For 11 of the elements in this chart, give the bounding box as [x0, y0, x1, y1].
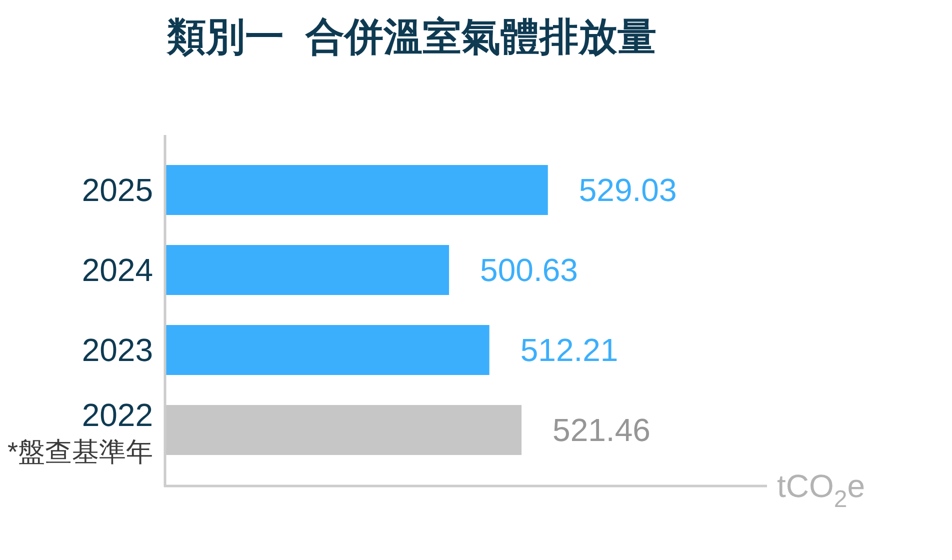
data-label: 500.63 — [480, 252, 578, 288]
data-label: 512.21 — [520, 332, 618, 368]
chart-title: 類別一 合併溫室氣體排放量 — [166, 14, 657, 58]
data-label: 529.03 — [578, 172, 677, 208]
y-tick-label: 2024 — [82, 252, 153, 288]
y-tick-label: 2023 — [82, 332, 153, 368]
text: *盤查基準年 — [7, 437, 153, 467]
y-tick-label: 2025 — [82, 172, 153, 208]
y-tick-label: 2022 — [82, 397, 153, 433]
data-label: 521.46 — [552, 412, 650, 448]
x-axis-title: tCO$_{2}$e — [777, 468, 866, 513]
